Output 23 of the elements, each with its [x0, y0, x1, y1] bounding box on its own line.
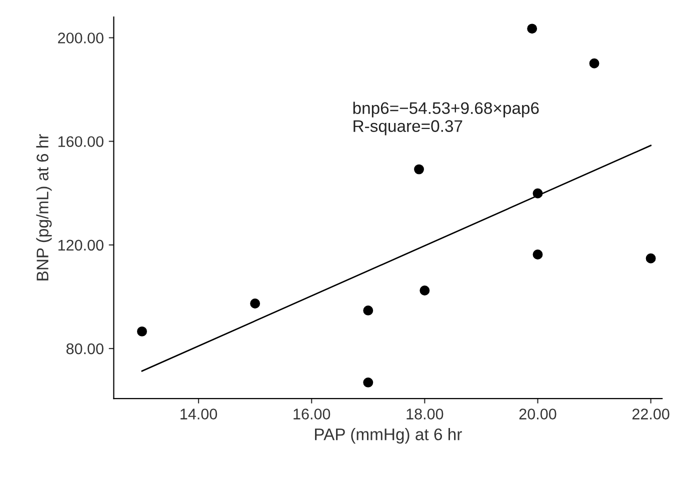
y-tick-label: 160.00	[58, 136, 104, 148]
y-tick-label: 200.00	[58, 32, 104, 44]
x-axis-title: PAP (mmHg) at 6 hr	[315, 428, 462, 444]
point	[646, 253, 656, 264]
point	[363, 305, 374, 316]
point	[532, 188, 543, 198]
point	[589, 58, 600, 68]
x-tick-label: 22.00	[632, 408, 670, 420]
point	[527, 24, 538, 34]
point	[250, 298, 260, 308]
x-tick-label: 20.00	[519, 408, 556, 420]
point	[420, 286, 430, 296]
x-tick-label: 14.00	[180, 408, 218, 420]
x-tick-label: 16.00	[294, 408, 330, 420]
point	[532, 250, 543, 260]
y-tick-label: 120.00	[58, 240, 104, 251]
point	[137, 326, 147, 336]
point	[363, 377, 374, 388]
y-axis-title: BNP (pg/mL) at 6 hr	[36, 134, 52, 280]
point	[414, 164, 424, 174]
y-tick-label: 80.00	[66, 343, 104, 354]
annotation: bnp6=−54.53+9.68×pap6 R-square=0.37	[353, 102, 539, 136]
x-tick-label: 18.00	[406, 408, 444, 420]
